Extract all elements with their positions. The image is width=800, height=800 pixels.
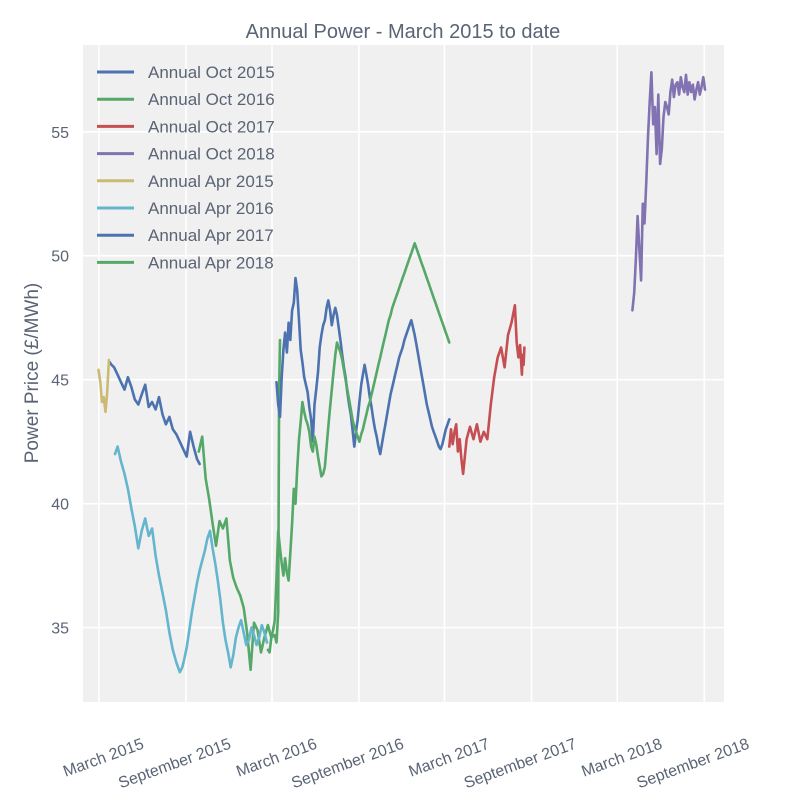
legend-label: Annual Apr 2016 <box>148 199 274 218</box>
legend-label: Annual Oct 2015 <box>148 63 275 82</box>
series-line-1 <box>108 360 201 466</box>
series-line-6 <box>113 445 269 674</box>
series-line-4 <box>631 71 707 312</box>
y-tick-label: 35 <box>51 621 69 638</box>
series-line-8 <box>266 242 451 654</box>
legend-label: Annual Oct 2016 <box>148 90 275 109</box>
series-line-5 <box>97 358 111 414</box>
series-line-2 <box>197 338 282 672</box>
y-axis-label: Power Price (£/MWh) <box>22 283 43 464</box>
y-tick-label: 50 <box>51 249 69 266</box>
y-tick-label: 40 <box>51 497 69 514</box>
legend-label: Annual Apr 2018 <box>148 253 274 272</box>
series-line-3 <box>447 303 526 476</box>
legend-label: Annual Oct 2017 <box>148 117 275 136</box>
legend-label: Annual Apr 2015 <box>148 172 274 191</box>
y-tick-label: 45 <box>51 373 69 390</box>
legend-label: Annual Oct 2018 <box>148 145 275 164</box>
chart-title: Annual Power - March 2015 to date <box>246 21 561 43</box>
y-axis: 35 40 45 50 55 <box>51 125 69 638</box>
plot-area <box>83 45 724 702</box>
legend: Annual Oct 2015 Annual Oct 2016 Annual Oct… <box>97 63 275 272</box>
y-tick-label: 55 <box>51 125 69 142</box>
series-line-7 <box>275 276 451 456</box>
legend-label: Annual Apr 2017 <box>148 226 274 245</box>
series-layer <box>97 71 707 674</box>
